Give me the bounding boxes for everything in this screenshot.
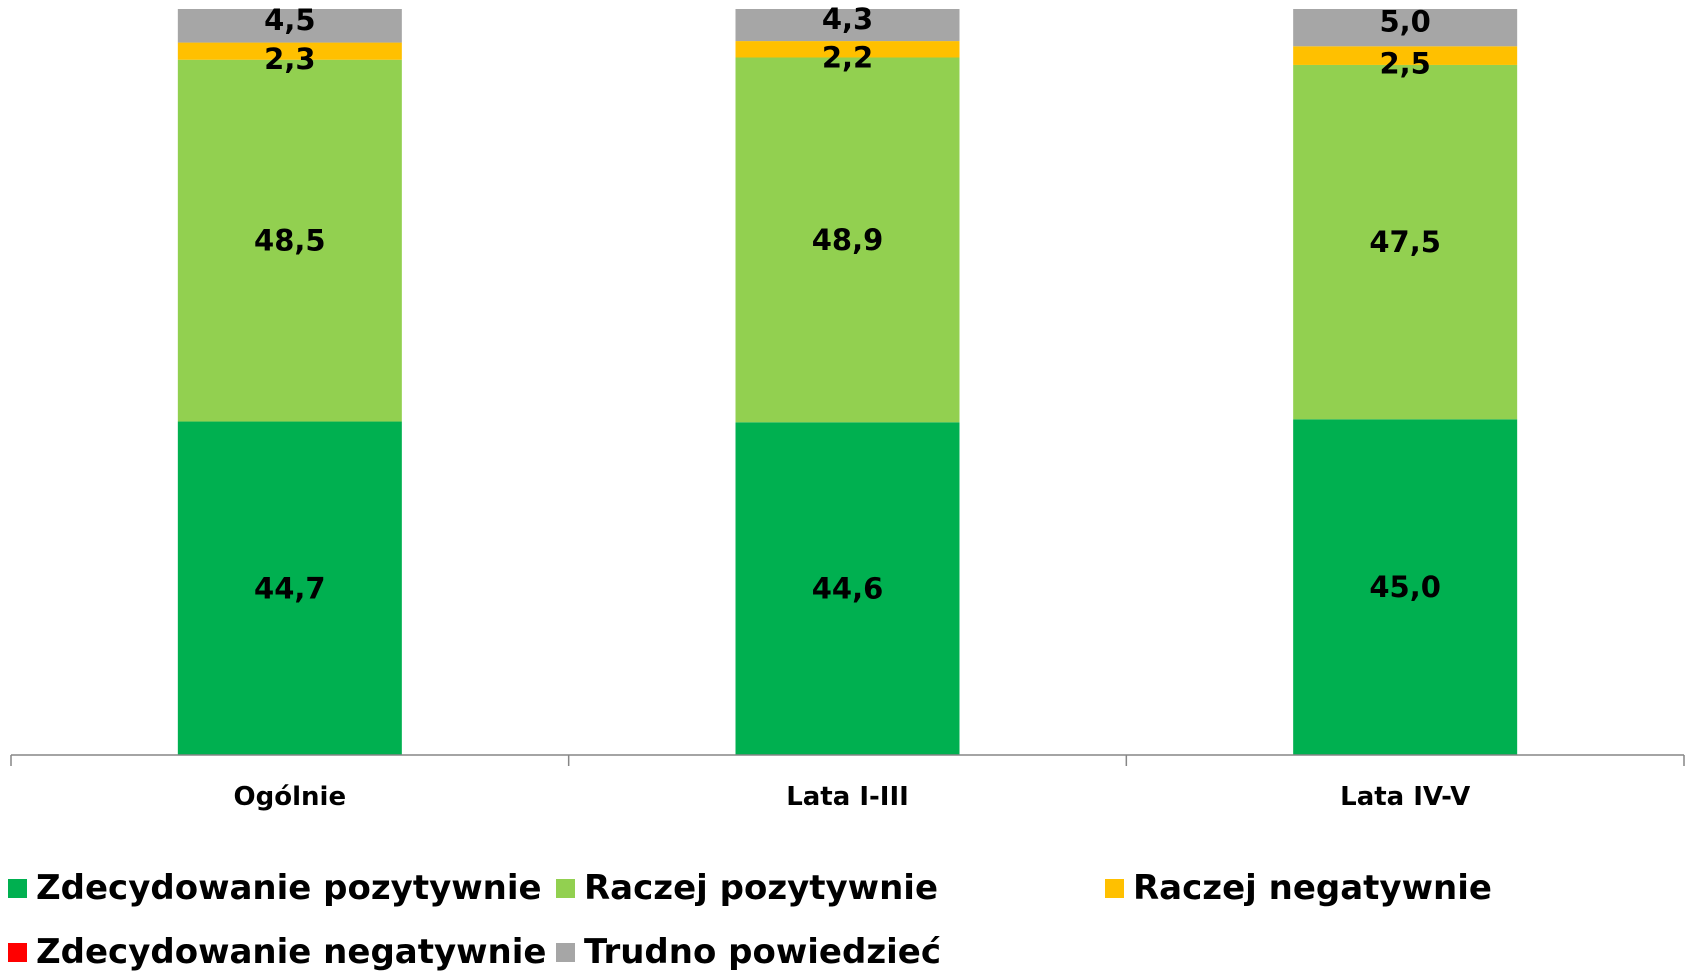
bar-segment-raczej-negatywnie-lata-iv-v (1293, 46, 1518, 65)
bar-segment-raczej-pozytywnie-lata-i-iii (735, 57, 960, 423)
data-label-raczej-negatywnie-lata-i-iii: 2,2 (822, 40, 873, 74)
bar-segment-trudno-powiedziec-lata-i-iii (735, 9, 960, 42)
data-label-trudno-powiedziec-ogolnie: 4,5 (264, 3, 315, 37)
data-label-raczej-negatywnie-lata-iv-v: 2,5 (1379, 47, 1430, 81)
data-label-raczej-pozytywnie-lata-i-iii: 48,9 (812, 223, 884, 257)
data-label-trudno-powiedziec-lata-i-iii: 4,3 (822, 2, 873, 36)
bars-layer (177, 9, 1518, 755)
bar-segment-trudno-powiedziec-lata-iv-v (1293, 9, 1518, 47)
category-label-lata-i-iii: Lata I-III (786, 782, 909, 812)
x-axis (10, 754, 1685, 766)
data-label-raczej-pozytywnie-ogolnie: 48,5 (254, 224, 326, 258)
bar-segment-raczej-negatywnie-lata-i-iii (735, 41, 960, 58)
bar-segment-zdecydowanie-pozytywnie-ogolnie (177, 421, 402, 755)
data-label-zdecydowanie-pozytywnie-ogolnie: 44,7 (254, 571, 326, 605)
bar-segment-raczej-pozytywnie-lata-iv-v (1293, 64, 1518, 420)
category-label-lata-iv-v: Lata IV-V (1340, 782, 1470, 812)
labels-layer: 44,7 48,5 2,3 4,5 Ogólnie 44,6 48,9 2,2 4,3 Lata … (234, 2, 1471, 812)
category-label-ogolnie: Ogólnie (234, 782, 347, 812)
bar-segment-zdecydowanie-pozytywnie-lata-i-iii (735, 422, 960, 755)
bar-segment-zdecydowanie-pozytywnie-lata-iv-v (1293, 419, 1518, 755)
bar-segment-trudno-powiedziec-ogolnie (177, 9, 402, 43)
data-label-zdecydowanie-pozytywnie-lata-i-iii: 44,6 (812, 572, 884, 606)
data-label-trudno-powiedziec-lata-iv-v: 5,0 (1379, 5, 1430, 39)
data-label-raczej-pozytywnie-lata-iv-v: 47,5 (1369, 225, 1441, 259)
data-label-zdecydowanie-pozytywnie-lata-iv-v: 45,0 (1369, 570, 1441, 604)
bar-segment-raczej-negatywnie-ogolnie (177, 42, 402, 60)
bar-segment-raczej-pozytywnie-ogolnie (177, 59, 402, 422)
data-label-raczej-negatywnie-ogolnie: 2,3 (264, 42, 315, 76)
